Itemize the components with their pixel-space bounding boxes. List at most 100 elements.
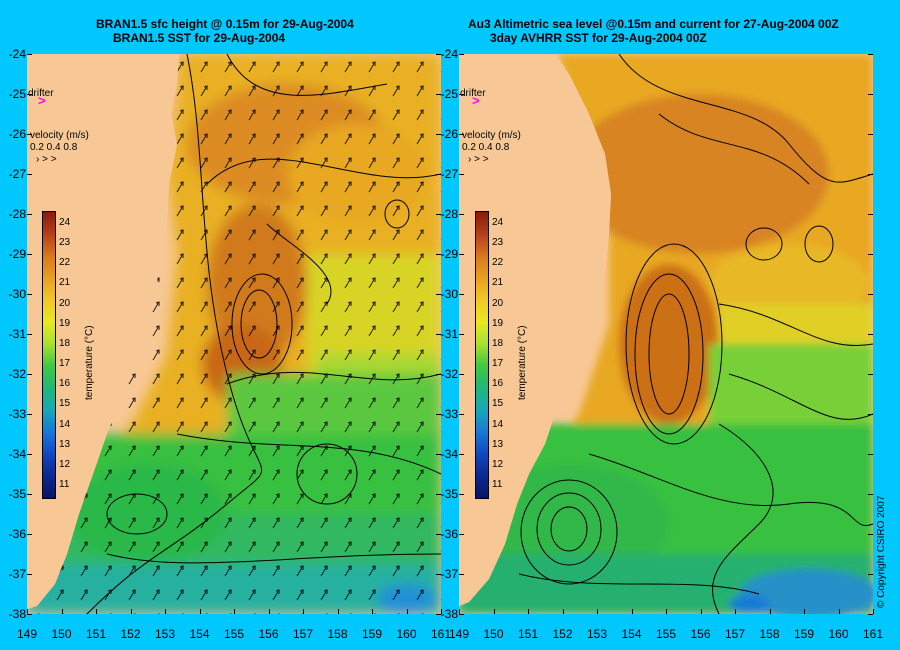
latitude-tick-mark [459,614,464,615]
longitude-tick-label: 161 [430,627,452,641]
longitude-tick-mark [804,609,805,614]
left-map-panel[interactable] [27,54,441,614]
latitude-tick-label: -28 [440,207,458,221]
latitude-tick-mark [436,334,441,335]
latitude-tick-mark [27,454,32,455]
colorbar-tick-label: 20 [59,297,71,309]
longitude-tick-label: 156 [690,627,711,641]
latitude-tick-label: -30 [440,287,458,301]
right-title-line1: Au3 Altimetric sea level @0.15m and curr… [468,17,839,31]
longitude-tick-label: 152 [120,627,141,641]
left-drifter-label: drifter [28,88,54,99]
latitude-tick-label: -27 [8,167,26,181]
longitude-tick-label: 151 [85,627,107,641]
latitude-tick-mark [436,494,441,495]
latitude-tick-label: -34 [8,447,26,461]
longitude-tick-mark [700,609,702,614]
colorbar-tick-label: 23 [59,237,71,249]
latitude-tick-mark [436,214,441,215]
longitude-tick-label: 154 [189,627,210,641]
longitude-tick-mark [406,609,408,614]
longitude-tick-label: 161 [862,627,884,641]
latitude-tick-label: -28 [8,207,26,221]
latitude-tick-mark [436,574,441,575]
latitude-tick-mark [868,54,873,55]
longitude-tick-label: 155 [223,627,245,641]
right-colorbar [475,211,489,499]
latitude-tick-mark [27,134,32,135]
longitude-tick-mark [96,609,97,614]
latitude-tick-mark [27,374,32,375]
latitude-tick-mark [868,254,873,255]
longitude-tick-label: 158 [759,627,780,641]
latitude-tick-mark [868,294,873,295]
latitude-tick-label: -38 [440,607,458,621]
left-velocity-arrows: › > > [36,154,57,165]
latitude-tick-label: -36 [8,527,26,541]
left-velocity-values: 0.2 0.4 0.8 [30,142,78,153]
longitude-tick-mark [873,609,874,614]
longitude-tick-mark [61,609,63,614]
longitude-tick-label: 157 [724,627,746,641]
latitude-tick-mark [436,374,441,375]
latitude-tick-mark [459,54,464,55]
latitude-tick-mark [27,614,32,615]
longitude-tick-label: 159 [361,627,383,641]
colorbar-tick-label: 23 [492,237,504,249]
latitude-tick-label: -32 [440,367,458,381]
colorbar-tick-label: 13 [492,438,504,450]
colorbar-tick-label: 11 [59,479,70,490]
latitude-tick-label: -29 [440,247,458,261]
latitude-tick-mark [459,534,464,535]
longitude-tick-mark [838,609,840,614]
left-drifter-marker: > [38,93,46,108]
latitude-tick-label: -37 [440,567,458,581]
longitude-tick-label: 150 [51,627,72,641]
latitude-tick-mark [868,174,873,175]
latitude-tick-label: -26 [440,127,458,141]
latitude-tick-mark [868,214,873,215]
colorbar-tick-label: 22 [492,257,504,269]
latitude-tick-label: -36 [440,527,458,541]
longitude-tick-mark [597,609,598,614]
longitude-tick-mark [199,609,201,614]
latitude-tick-mark [459,134,464,135]
colorbar-tick-label: 13 [59,438,71,450]
latitude-tick-mark [868,614,873,615]
left-colorbar-label: temperature (°C) [84,325,95,400]
latitude-tick-mark [436,254,441,255]
colorbar-tick-label: 18 [492,337,504,349]
latitude-tick-label: -30 [8,287,26,301]
latitude-tick-label: -31 [440,327,458,341]
colorbar-tick-label: 17 [59,358,71,370]
longitude-tick-mark [27,609,28,614]
right-drifter-label: drifter [460,88,486,99]
longitude-tick-label: 149 [448,627,470,641]
latitude-tick-mark [27,534,32,535]
latitude-tick-label: -26 [8,127,26,141]
longitude-tick-label: 159 [793,627,815,641]
latitude-tick-label: -32 [8,367,26,381]
colorbar-tick-label: 12 [59,458,71,470]
latitude-tick-mark [27,494,32,495]
latitude-tick-label: -35 [8,487,26,501]
colorbar-tick-label: 14 [59,418,71,430]
right-colorbar-label: temperature (°C) [517,325,528,400]
longitude-tick-mark [337,609,339,614]
right-map-panel[interactable] [459,54,873,614]
latitude-tick-mark [27,254,32,255]
colorbar-tick-label: 14 [492,418,504,430]
latitude-tick-label: -25 [440,87,458,101]
latitude-tick-mark [436,174,441,175]
left-velocity-title: velocity (m/s) [30,130,89,141]
latitude-tick-mark [459,174,464,175]
latitude-tick-label: -38 [8,607,26,621]
latitude-tick-label: -25 [8,87,26,101]
latitude-tick-mark [868,334,873,335]
longitude-tick-mark [631,609,633,614]
colorbar-tick-label: 19 [59,317,71,329]
latitude-tick-mark [868,454,873,455]
right-sst-field [459,54,873,614]
latitude-tick-label: -37 [8,567,26,581]
colorbar-tick-label: 21 [59,277,71,289]
